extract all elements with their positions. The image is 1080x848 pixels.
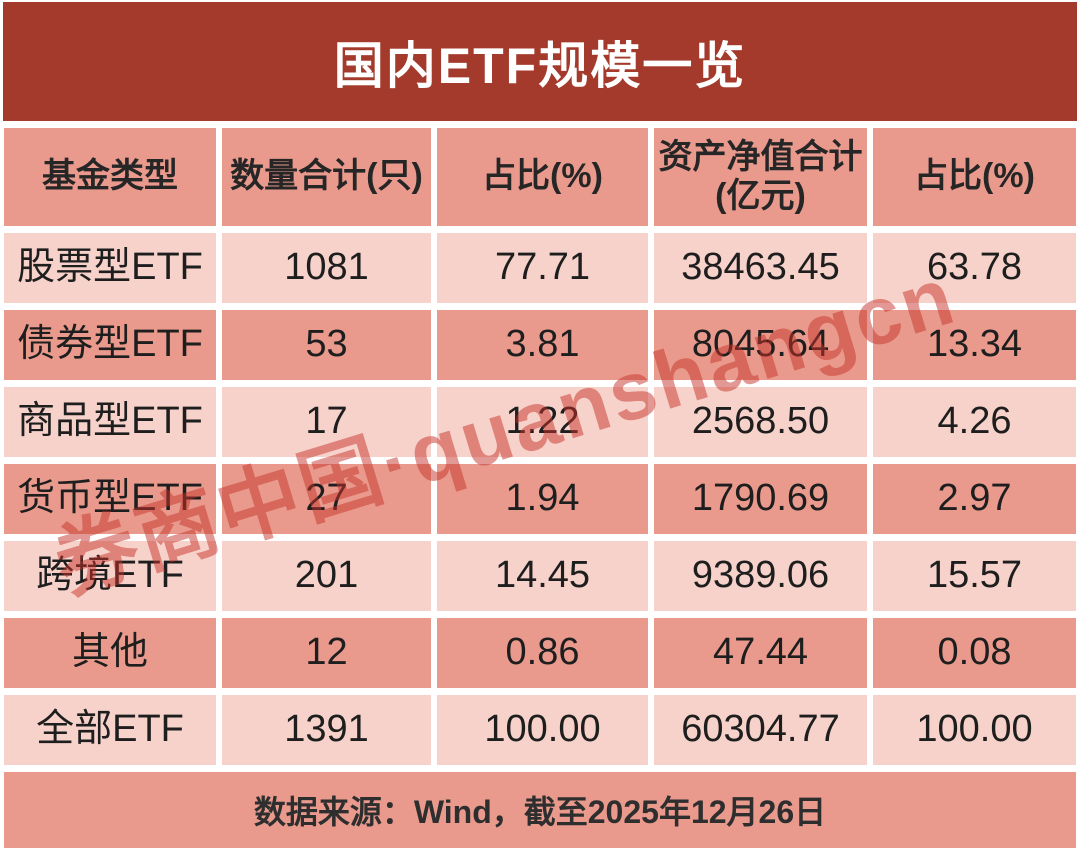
row-type-cell: 其他 <box>4 618 216 688</box>
column-header-fund-type: 基金类型 <box>4 128 216 226</box>
row-count-pct-cell: 1.22 <box>437 387 648 457</box>
row-count-cell: 201 <box>222 541 431 611</box>
column-header-label: 资产净值合计 <box>658 137 863 176</box>
column-header-nav: 资产净值合计 (亿元) <box>654 128 867 226</box>
column-header-label: 数量合计(只) <box>230 157 423 196</box>
data-source-note: 数据来源：Wind，截至2025年12月26日 <box>4 772 1076 848</box>
row-nav-cell: 8045.64 <box>654 310 867 380</box>
row-nav-pct-cell: 0.08 <box>873 618 1076 688</box>
row-count-cell: 17 <box>222 387 431 457</box>
row-nav-cell: 47.44 <box>654 618 867 688</box>
row-count-cell: 1081 <box>222 233 431 303</box>
row-nav-cell: 38463.45 <box>654 233 867 303</box>
row-count-pct-cell: 0.86 <box>437 618 648 688</box>
row-nav-pct-cell: 2.97 <box>873 464 1076 534</box>
row-nav-pct-cell: 100.00 <box>873 695 1076 765</box>
column-header-count: 数量合计(只) <box>222 128 431 226</box>
title-bar: 国内ETF规模一览 <box>3 2 1077 121</box>
row-count-pct-cell: 3.81 <box>437 310 648 380</box>
row-count-cell: 53 <box>222 310 431 380</box>
row-type-cell: 债券型ETF <box>4 310 216 380</box>
row-count-cell: 12 <box>222 618 431 688</box>
column-header-label: 基金类型 <box>42 157 178 196</box>
column-header-label: 占比(%) <box>482 157 603 196</box>
row-nav-cell: 2568.50 <box>654 387 867 457</box>
row-nav-cell: 1790.69 <box>654 464 867 534</box>
row-count-pct-cell: 14.45 <box>437 541 648 611</box>
row-count-pct-cell: 100.00 <box>437 695 648 765</box>
row-count-pct-cell: 77.71 <box>437 233 648 303</box>
row-count-cell: 27 <box>222 464 431 534</box>
row-nav-pct-cell: 63.78 <box>873 233 1076 303</box>
row-type-cell: 商品型ETF <box>4 387 216 457</box>
row-type-cell: 全部ETF <box>4 695 216 765</box>
row-nav-cell: 60304.77 <box>654 695 867 765</box>
row-nav-pct-cell: 4.26 <box>873 387 1076 457</box>
column-header-label: 占比(%) <box>914 157 1035 196</box>
row-nav-pct-cell: 13.34 <box>873 310 1076 380</box>
row-type-cell: 股票型ETF <box>4 233 216 303</box>
etf-table: 基金类型 数量合计(只) 占比(%) 资产净值合计 (亿元) 占比(%) 股票型… <box>4 128 1076 848</box>
row-count-cell: 1391 <box>222 695 431 765</box>
row-count-pct-cell: 1.94 <box>437 464 648 534</box>
column-header-label-unit: (亿元) <box>715 177 806 215</box>
column-header-count-pct: 占比(%) <box>437 128 648 226</box>
page-title: 国内ETF规模一览 <box>333 37 747 94</box>
column-header-nav-pct: 占比(%) <box>873 128 1076 226</box>
row-nav-cell: 9389.06 <box>654 541 867 611</box>
row-type-cell: 跨境ETF <box>4 541 216 611</box>
row-type-cell: 货币型ETF <box>4 464 216 534</box>
row-nav-pct-cell: 15.57 <box>873 541 1076 611</box>
